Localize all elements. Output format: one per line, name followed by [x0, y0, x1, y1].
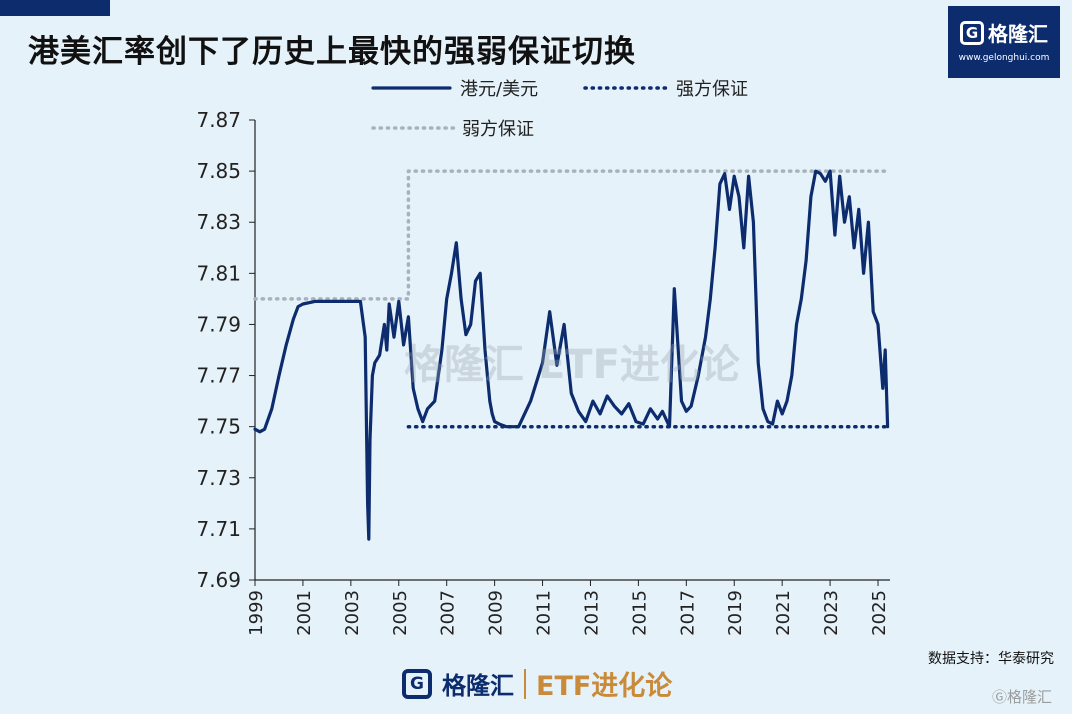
footer-etf-label: ETF进化论: [536, 671, 673, 702]
footer-brand: G 格隆汇 ETF进化论: [402, 664, 672, 703]
brand-g-icon: G: [960, 20, 984, 45]
x-tick-label: 2013: [581, 590, 602, 636]
legend-strong-guarantee-label: 强方保证: [676, 79, 748, 100]
data-source-note: 数据支持：华泰研究: [928, 651, 1054, 667]
brand-url: www.gelonghui.com: [958, 53, 1050, 63]
y-tick-label: 7.73: [196, 466, 241, 490]
footer-g-icon: G: [402, 668, 432, 699]
x-tick-label: 2017: [677, 590, 698, 636]
page-title: 港美汇率创下了历史上最快的强弱保证切换: [28, 34, 636, 70]
chart-watermark: 格隆汇 ETF进化论: [404, 342, 741, 388]
y-tick-label: 7.83: [196, 210, 241, 234]
x-tick-label: 2025: [869, 590, 890, 636]
x-tick-label: 2001: [294, 590, 315, 636]
y-tick-label: 7.69: [196, 568, 241, 592]
corner-watermark: Ⓖ格隆汇: [992, 686, 1052, 707]
y-tick-label: 7.77: [196, 364, 241, 388]
y-tick-label: 7.79: [196, 312, 241, 336]
hkd-usd-series-line: [253, 169, 890, 541]
corner-brand-name: 格隆汇: [1007, 688, 1053, 706]
footer-brand-name: 格隆汇: [442, 672, 514, 700]
top-accent-bar: [0, 0, 110, 16]
y-tick-label: 7.75: [196, 415, 241, 439]
brand-logo: G 格隆汇 www.gelonghui.com: [948, 6, 1060, 78]
legend-hkd-usd-label: 港元/美元: [460, 79, 538, 100]
x-tick-label: 2019: [725, 590, 746, 636]
y-tick-label: 7.85: [196, 159, 241, 183]
x-tick-label: 2011: [534, 590, 555, 636]
x-tick-label: 1999: [246, 590, 267, 636]
brand-name: 格隆汇: [988, 22, 1048, 46]
x-tick-label: 2007: [438, 590, 459, 636]
y-tick-label: 7.71: [196, 517, 241, 541]
weak-side-guarantee-line: [253, 169, 892, 301]
x-tick-label: 2003: [342, 590, 363, 636]
footer-divider: [524, 668, 526, 699]
corner-g-icon: Ⓖ: [992, 688, 1008, 706]
y-tick-label: 7.81: [196, 261, 241, 285]
x-tick-label: 2015: [629, 590, 650, 636]
x-tick-label: 2021: [773, 590, 794, 636]
legend-weak-guarantee-label: 弱方保证: [462, 119, 534, 140]
y-tick-label: 7.87: [196, 108, 241, 132]
x-tick-label: 2005: [390, 590, 411, 636]
x-tick-label: 2009: [486, 590, 507, 636]
x-tick-label: 2023: [821, 590, 842, 636]
